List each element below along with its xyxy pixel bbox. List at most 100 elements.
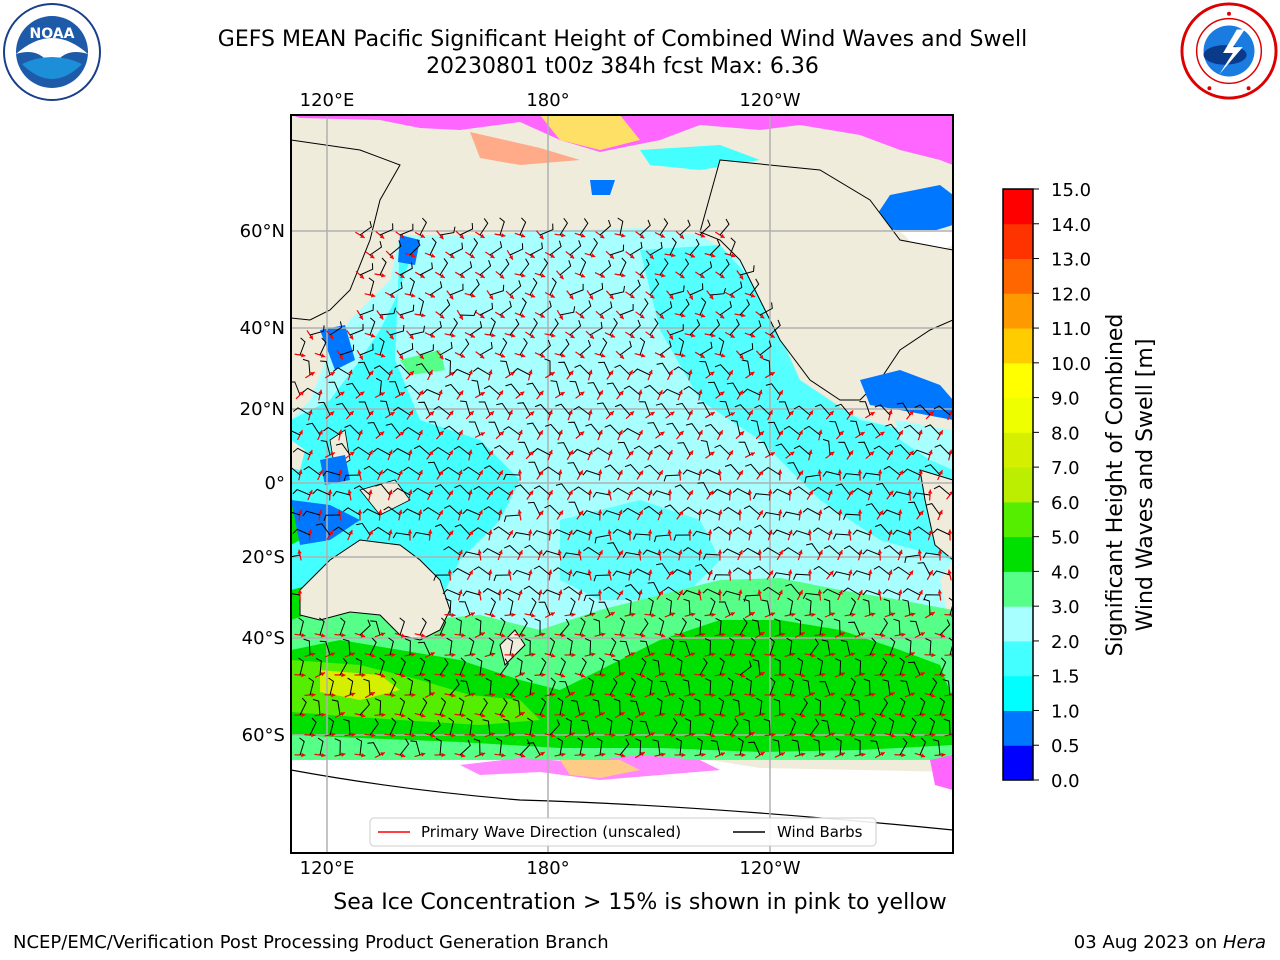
colorbar-segment [1003,536,1033,572]
wave-direction-arrowhead [627,529,633,534]
wind-barb [469,238,479,256]
wave-direction-arrowhead [898,509,903,514]
wave-direction-arrowhead [757,589,762,594]
wind-barb [655,403,671,416]
wave-direction-arrowhead [480,273,485,278]
wave-direction-arrowhead [490,732,496,737]
wave-direction-arrowhead [389,254,394,259]
wind-barb [569,597,576,616]
wave-direction-arrowhead [860,632,865,637]
wind-barb [689,238,700,256]
wind-barb [665,597,673,616]
wind-barb [719,218,730,236]
wind-barb [594,534,611,544]
wave-direction-arrowhead [738,550,743,555]
wind-barb [399,738,410,756]
wave-direction-arrowhead [651,613,656,618]
wave-direction-arrowhead [657,549,662,554]
wave-direction-arrowhead [628,370,633,375]
wind-barb [315,657,322,676]
wave-direction-arrowhead [298,469,303,475]
wave-direction-arrowhead [877,589,882,594]
wave-direction-arrowhead [829,451,835,456]
wave-direction-arrowhead [629,411,634,416]
wind-barb [332,490,351,497]
wave-direction-arrowhead [318,470,323,475]
wave-direction-arrowhead [379,431,385,436]
wind-barb [719,300,732,316]
wave-direction-arrowhead [759,314,765,319]
australia [299,539,451,641]
wind-barb [905,638,912,656]
wave-direction-arrowhead [399,431,405,436]
wave-direction-arrowhead [391,693,396,698]
wind-barb [466,717,473,736]
wave-direction-arrowhead [780,752,785,757]
wave-direction-arrowhead [388,489,393,495]
wave-direction-arrowhead [458,430,463,435]
wave-direction-arrowhead [569,254,575,259]
wind-barb [624,583,641,596]
wave-direction-arrowhead [458,549,463,555]
lat-label: 60°N [240,221,285,242]
wind-barb [538,601,551,616]
wind-barb [392,532,411,539]
wind-barb [462,590,481,597]
wind-barb [842,587,861,596]
wave-direction-arrowhead [808,410,813,415]
wave-direction-arrowhead [838,590,843,595]
wind-barb [627,717,634,736]
wave-direction-arrowhead [500,313,505,318]
wave-direction-arrowhead [649,254,654,260]
wave-direction-arrowhead [461,673,466,678]
wind-barb [493,526,511,536]
wave-direction-arrowhead [791,612,796,617]
wind-barb [708,381,721,396]
wind-barb [668,637,675,656]
wind-barb [908,661,921,676]
wave-direction-arrowhead [548,490,553,495]
wave-direction-arrowhead [580,354,585,359]
wave-direction-arrowhead [399,234,405,239]
wave-direction-arrowhead [660,712,666,717]
wave-direction-arrowhead [947,569,952,574]
wind-barb [733,526,751,536]
wind-barb [793,573,811,580]
wind-barb [512,569,531,576]
wind-barb [439,697,447,716]
wind-barb [493,574,511,582]
wind-barb [644,464,661,476]
wave-direction-arrowhead [710,253,716,258]
wind-barb [298,657,304,676]
wind-barb [750,419,761,436]
wave-direction-arrowhead [789,410,794,416]
wind-barb [303,465,321,476]
wind-barb [359,220,372,236]
wind-barb [718,601,731,616]
wind-barb [632,368,651,376]
wave-direction-arrowhead [329,334,334,340]
wind-barb [899,697,906,716]
wave-direction-arrowhead [580,233,586,238]
colorbar-segment [1003,501,1033,538]
wind-barb [372,447,391,456]
wind-barb [557,442,571,456]
wind-barb [555,483,571,496]
wind-barb [549,240,562,256]
wind-barb [729,718,739,736]
wind-barb [569,283,584,296]
wave-direction-arrowhead [538,589,543,594]
wind-barb [683,506,701,516]
wave-direction-arrowhead [828,489,833,495]
wave-direction-arrowhead [480,233,485,238]
wave-direction-arrowhead [849,410,854,415]
wind-barb [588,597,595,616]
wind-barb [821,639,831,656]
wind-barb [943,718,951,736]
wave-direction-arrowhead [491,692,496,698]
wind-barb [419,657,426,676]
wave-direction-arrowhead [327,489,333,494]
wind-barb [315,523,331,536]
wave-direction-arrowhead [739,431,745,436]
wind-barb [572,529,591,536]
